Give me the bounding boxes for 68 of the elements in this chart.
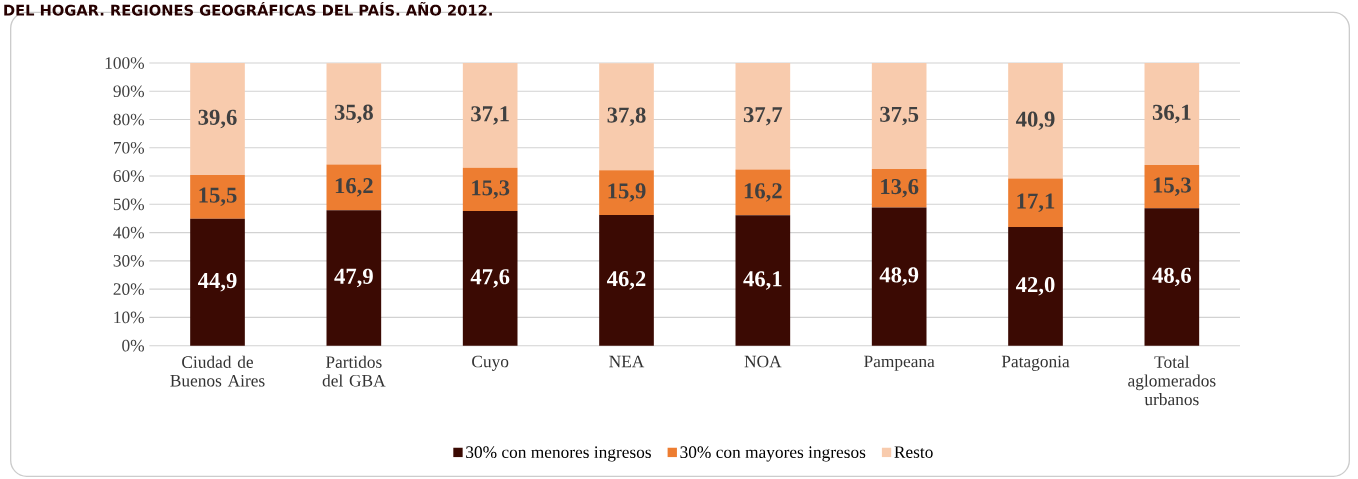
y-tick-label: 0% bbox=[122, 339, 145, 352]
bar bbox=[326, 164, 382, 211]
legend-label: 30% con menores ingresos bbox=[466, 446, 651, 462]
x-tick-label: Patagonia bbox=[1001, 355, 1070, 371]
data-label: 42,0 bbox=[1015, 277, 1055, 296]
bar bbox=[1144, 63, 1200, 166]
data-label: 46,2 bbox=[606, 271, 646, 290]
bar bbox=[190, 218, 245, 346]
bar bbox=[190, 174, 245, 219]
bar bbox=[190, 63, 245, 175]
chart-title: DEL HOGAR. REGIONES GEOGRÁFICAS DEL PAÍS. AÑO 2012. bbox=[4, 1, 492, 16]
data-label: 48,6 bbox=[1152, 267, 1191, 287]
data-label: 44,9 bbox=[197, 272, 237, 292]
data-label: 35,8 bbox=[334, 104, 373, 124]
x-tick-label: NOA bbox=[744, 355, 782, 368]
data-label: 40,9 bbox=[1015, 111, 1055, 131]
data-label: 15,5 bbox=[199, 187, 237, 207]
x-tick-label: Pampeana bbox=[864, 355, 935, 371]
data-label: 15,3 bbox=[472, 180, 510, 199]
bar bbox=[462, 167, 518, 212]
bar bbox=[599, 215, 654, 346]
data-label: 15,3 bbox=[1153, 177, 1191, 196]
bar bbox=[1008, 63, 1063, 179]
legend-label: 30% con mayores ingresos bbox=[680, 446, 866, 462]
bar bbox=[1008, 226, 1063, 346]
data-label: 39,6 bbox=[198, 109, 237, 129]
x-tick-label: Ciudad de Buenos Aires bbox=[170, 355, 265, 387]
data-label: 37,7 bbox=[743, 107, 783, 126]
y-tick-label: 60% bbox=[113, 170, 145, 182]
bar bbox=[1008, 178, 1063, 227]
data-label: 48,9 bbox=[879, 267, 919, 286]
data-label: 47,6 bbox=[470, 269, 510, 288]
data-label: 46,1 bbox=[743, 271, 782, 290]
data-label: 17,1 bbox=[1017, 193, 1055, 213]
y-tick-label: 90% bbox=[113, 85, 145, 98]
y-tick-label: 80% bbox=[113, 113, 145, 126]
data-label: 37,1 bbox=[471, 106, 509, 125]
x-tick-label: Partidos del GBA bbox=[322, 355, 386, 387]
y-tick-label: 100% bbox=[105, 57, 145, 69]
bar bbox=[871, 207, 927, 346]
data-label: 36,1 bbox=[1152, 104, 1191, 124]
y-tick-label: 10% bbox=[114, 311, 145, 324]
bar bbox=[1144, 208, 1200, 346]
y-tick-label: 20% bbox=[113, 283, 145, 296]
bar bbox=[462, 63, 518, 168]
bar bbox=[599, 170, 654, 216]
y-tick-label: 50% bbox=[113, 198, 145, 211]
bar bbox=[326, 210, 382, 346]
data-label: 16,2 bbox=[335, 178, 373, 197]
x-tick-label: Cuyo bbox=[472, 355, 509, 371]
bar bbox=[871, 63, 927, 169]
data-label: 16,2 bbox=[744, 183, 782, 202]
data-label: 15,9 bbox=[608, 183, 646, 202]
legend-label: Resto bbox=[894, 446, 933, 458]
data-label: 47,9 bbox=[334, 268, 373, 288]
bar bbox=[326, 63, 382, 165]
y-tick-label: 40% bbox=[113, 226, 145, 239]
x-tick-label: NEA bbox=[609, 355, 645, 368]
data-label: 37,5 bbox=[880, 106, 919, 126]
bar bbox=[599, 63, 654, 171]
x-tick-label: Total aglomerados urbanos bbox=[1128, 355, 1216, 406]
y-tick-label: 30% bbox=[113, 254, 145, 267]
bar bbox=[462, 211, 518, 346]
data-label: 13,6 bbox=[881, 178, 919, 198]
data-label: 37,8 bbox=[607, 107, 646, 126]
bar bbox=[735, 215, 791, 346]
bar bbox=[735, 63, 791, 170]
y-tick-label: 70% bbox=[114, 141, 145, 154]
